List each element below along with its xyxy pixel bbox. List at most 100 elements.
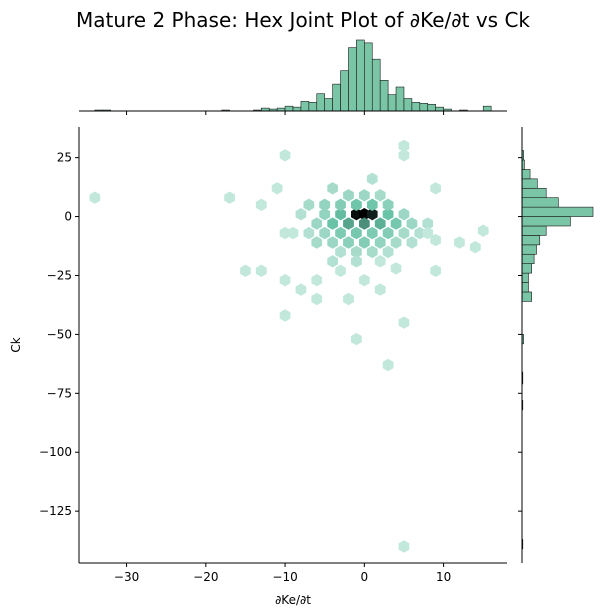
y-tick-label: −125 [39, 504, 72, 518]
x-histogram-bar [284, 105, 294, 112]
hexbin-cell [335, 198, 346, 211]
y-ticks: 25 0 −25 −50 −75 −100 −125 [39, 151, 522, 518]
hexbin-cell [327, 182, 338, 195]
hexbin-cell [287, 226, 299, 240]
x-histogram-bar [324, 98, 333, 112]
hexbin-cell [359, 236, 370, 249]
x-marginal-histogram [94, 39, 492, 112]
x-histogram-bar [435, 106, 444, 112]
hexbin-cell [398, 540, 410, 553]
hexbin-cell [343, 292, 354, 306]
hexbin-cell [390, 236, 402, 249]
hexbin-cell [406, 217, 418, 230]
y-histogram-bar [521, 216, 571, 227]
hexbin-cell [343, 217, 354, 230]
x-tick-label: −30 [114, 570, 139, 584]
hexbin-cell [343, 236, 354, 249]
x-tick-label: −10 [272, 570, 297, 584]
hexbin-cell [335, 208, 346, 221]
x-axis-label: ∂Ke/∂t [275, 593, 311, 607]
x-tick-label: 0 [361, 570, 369, 584]
y-histogram-bar [521, 282, 529, 293]
y-histogram-bar [521, 244, 537, 255]
hexbin-cell [359, 217, 370, 230]
x-histogram-bar [482, 105, 492, 112]
hexbin-cell [279, 309, 291, 322]
y-histogram-bar [521, 178, 538, 189]
hexbin-cell [382, 208, 394, 221]
hexbin-cell [430, 233, 441, 247]
hexbin-cell [255, 198, 267, 211]
hexbin-cell [390, 262, 402, 275]
x-histogram-bar [379, 79, 389, 112]
y-tick-label: −75 [47, 386, 72, 400]
x-tick-label: 10 [436, 570, 451, 584]
y-tick-label: 25 [57, 151, 72, 165]
y-tick-label: −50 [47, 327, 72, 341]
hexbin-cell [406, 236, 418, 249]
hexbin-cell [255, 264, 267, 277]
hexbin-cell [374, 236, 386, 249]
y-histogram-bar [521, 169, 531, 180]
hexbin-cell [319, 226, 331, 240]
y-marginal-histogram [521, 150, 594, 550]
x-histogram-bar [395, 86, 405, 112]
hexbin-cell [477, 224, 489, 237]
hexbin-cell [422, 217, 434, 230]
hexbin-cell [366, 172, 378, 185]
hexbin-cell [295, 208, 307, 221]
hexbin-cell [366, 208, 378, 221]
hexbin-cell [319, 198, 331, 211]
y-histogram-bar [521, 272, 529, 283]
y-histogram-bar [521, 253, 535, 264]
x-histogram-bar [308, 102, 318, 112]
hexbin-cell [366, 245, 378, 259]
hexbin-cell [382, 198, 394, 211]
y-histogram-bar [521, 291, 532, 302]
hexbin-cell [327, 236, 338, 249]
x-histogram-bar [292, 106, 302, 112]
hexbin-cell [335, 264, 346, 277]
x-histogram-bar [316, 93, 326, 112]
hexbin-cell [327, 217, 338, 230]
hexbin-cell [224, 191, 235, 204]
hexbin-cell [279, 149, 291, 162]
hexbin-cell [366, 226, 378, 240]
hexbin-cell [382, 358, 394, 372]
hexbin-cell [430, 182, 441, 195]
y-axis-label: Ck [9, 337, 23, 352]
axes [78, 110, 523, 564]
y-histogram-bar [521, 187, 547, 199]
chart-title: Mature 2 Phase: Hex Joint Plot of ∂Ke/∂t… [75, 8, 530, 32]
hexbin-cell [303, 226, 315, 240]
hexbin-cell [351, 245, 362, 259]
hexbin-cell [295, 283, 307, 296]
hexbin-cell [382, 245, 394, 259]
hexbin-cell [430, 264, 441, 277]
hexbin-cell [398, 208, 410, 221]
x-histogram-bar [419, 103, 429, 112]
hexbin-cell [89, 191, 101, 204]
hexbin-cell [382, 226, 394, 240]
x-histogram-bar [340, 70, 349, 112]
x-histogram-bar [371, 58, 381, 112]
hexbin-cell [359, 274, 370, 287]
hexbin-cell [351, 255, 362, 268]
hexbin-cell [271, 182, 283, 195]
hexbin-cell [351, 332, 362, 346]
hexbin-cell [311, 236, 323, 249]
y-tick-label: −25 [47, 268, 72, 282]
hexbin-cell [335, 245, 346, 259]
x-ticks: −30 −20 −10 0 10 [114, 111, 451, 584]
hexbin-cell [311, 217, 323, 230]
y-histogram-bar [521, 206, 594, 217]
hexbin-cell [374, 255, 386, 268]
hexbin-cell [351, 226, 362, 240]
hexbin-cell [390, 217, 402, 230]
hexbin-cell [359, 189, 370, 202]
hexbin-layer [89, 139, 489, 553]
hexbin-cell [240, 264, 251, 277]
y-histogram-bar [521, 263, 532, 274]
x-histogram-bar [387, 94, 397, 112]
